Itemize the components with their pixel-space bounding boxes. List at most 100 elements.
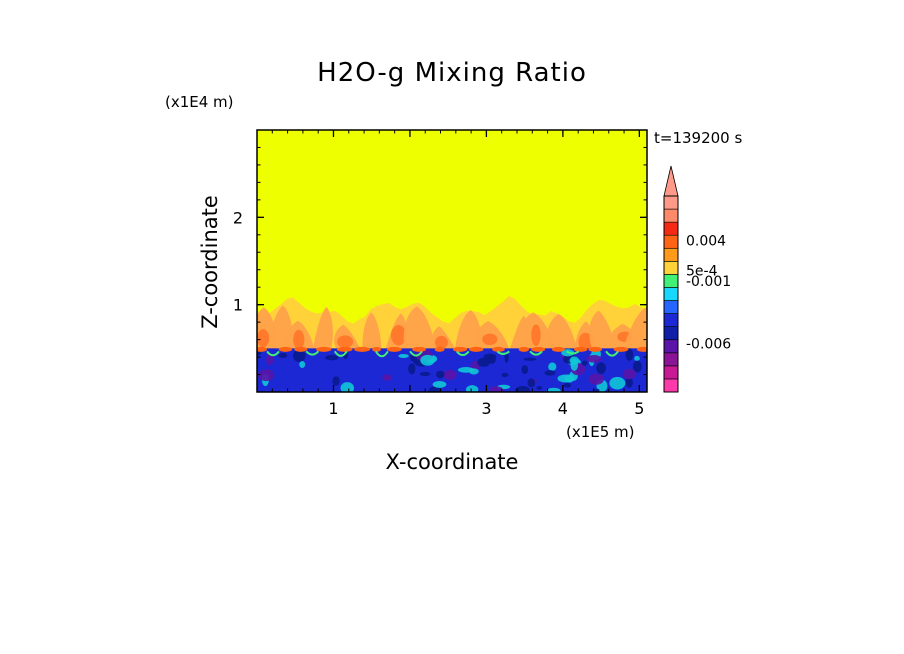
plot-frame [256,129,648,393]
x-tick-label: 1 [328,399,338,418]
colorbar-swatch [663,378,679,393]
x-axis-ticks: 1 2 3 4 5 [271,130,644,418]
dry-eddy [592,388,600,392]
z-tick-label: 1 [233,296,243,315]
z-tick-label: 2 [233,208,243,227]
moist-plume [403,306,436,349]
colorbar-label: -0.006 [686,337,731,353]
interface-thread [529,350,543,356]
moist-core [482,333,498,346]
moist-core [531,324,541,346]
colorbar-label: 0.004 [686,233,726,249]
interface-thread [305,350,320,356]
colorbar-swatch [663,221,679,236]
x-tick-label: 3 [481,399,491,418]
dry-eddy [443,369,457,380]
dry-eddy [299,361,306,369]
interface-thread [375,350,389,358]
dry-eddy [432,380,447,388]
interface-streak [492,346,505,352]
dry-eddy [523,357,537,361]
dry-eddy [546,387,561,392]
dry-eddy [382,374,392,381]
interface-streak [336,346,353,352]
dry-eddy [625,377,633,388]
moist-core [293,329,305,350]
dry-eddy [563,382,571,388]
dry-eddy [266,353,274,365]
colorbar-swatch [663,195,679,210]
x-tick-label: 2 [405,399,415,418]
colorbar-label: -0.001 [686,274,731,290]
dry-eddy [258,369,275,382]
dry-eddy [586,354,602,363]
moist-plume [546,313,577,349]
interface-streak [573,346,588,352]
dry-eddy [477,357,490,367]
dry-eddy [501,372,509,378]
colorbar-swatch [663,365,679,380]
dry-eddy [435,370,445,379]
dry-eddy [625,348,634,361]
dry-eddy [515,385,530,392]
colorbar-swatch [663,287,679,301]
interface-streak [412,346,426,352]
moist-core [257,329,270,348]
dry-eddy [398,353,409,358]
dry-eddy [588,373,605,385]
dry-eddy [428,386,442,392]
dry-eddy [544,370,556,376]
interface-thread [409,350,423,357]
dry-eddy [521,365,529,374]
interface-streak [278,346,293,352]
x-axis-unit: (x1E5 m) [566,423,635,441]
interface-thread [496,350,510,355]
dry-eddy [634,355,640,361]
colorbar-label: 5e-4 [686,263,718,279]
x-axis-label: X-coordinate [385,450,519,474]
colorbar-swatch [663,300,679,314]
dry-eddy [457,367,475,373]
interface-streak [316,346,332,352]
dry-eddy [465,385,479,392]
interface-streak [257,346,267,352]
interface-thread [333,350,348,357]
interface-streak [434,346,445,352]
colorbar-swatch [663,208,679,223]
dry-eddy [420,354,435,366]
interface-streak [588,346,603,352]
interface-thread [605,350,619,357]
x-tick-label: 4 [558,399,568,418]
dry-eddy [527,378,536,388]
colorbar-swatch [663,313,679,327]
mixing-ratio-field [257,130,647,392]
interface-streak [613,346,629,352]
moist-core [434,335,448,349]
dry-eddy [483,353,497,359]
interface-streak [386,346,402,352]
interface-streak [294,346,308,352]
time-stamp: t=139200 s [654,129,743,147]
moist-plume [312,307,333,349]
chart-title: H2O-g Mixing Ratio [317,58,587,88]
dry-eddy [596,362,606,375]
moist-core [337,335,354,349]
dry-eddy [292,349,306,362]
dry-eddy [548,362,557,371]
interface-thread [266,350,280,357]
colorbar-swatch [663,339,679,354]
dry-eddy [419,371,431,377]
interface-streak [518,346,530,352]
z-axis-unit: (x1E4 m) [165,93,234,111]
interface-streak [636,346,647,352]
colorbar-swatch [663,261,679,275]
colorbar-swatch [663,234,679,249]
dry-eddy [557,374,575,383]
z-axis-ticks: 12 [233,146,647,376]
dry-eddy [569,356,579,365]
moist-core [578,332,593,352]
interface-streak [531,346,546,352]
dry-eddy [278,352,288,358]
